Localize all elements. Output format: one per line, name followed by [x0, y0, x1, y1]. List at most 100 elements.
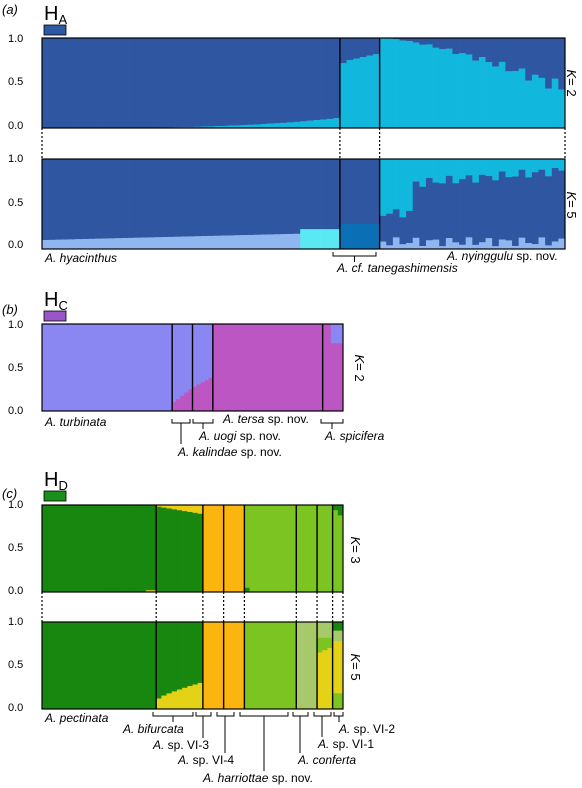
a2-bar-segment	[214, 159, 222, 236]
a2-bar-segment	[240, 235, 248, 250]
a2-bar-segment	[492, 159, 500, 181]
a2-bar-segment	[167, 159, 175, 238]
a2-bar-segment	[485, 238, 493, 250]
b-bar-segment	[314, 324, 319, 412]
c1-bar-segment	[150, 505, 157, 591]
a1-bar-segment	[233, 38, 241, 126]
b-bar-segment	[204, 380, 210, 412]
a2-bar-segment	[121, 238, 129, 250]
c2-bar-segment	[166, 622, 173, 694]
a2-bar-segment	[214, 235, 222, 250]
a2-bar-segment	[392, 237, 400, 250]
ytick-c2-05: 0.5	[8, 659, 23, 671]
a1-bar-segment	[445, 48, 453, 129]
a2-bar-segment	[42, 240, 49, 250]
a1-bar-segment	[459, 53, 467, 129]
c2-bar-segment	[291, 622, 297, 710]
a2-bar-segment	[445, 238, 453, 250]
bracket-b-kalindae	[171, 419, 191, 444]
a1-bar-segment	[452, 54, 460, 129]
c1-bar-segment	[187, 511, 193, 593]
b-bar-segment	[168, 324, 173, 412]
a2-bar-segment	[154, 237, 162, 250]
panel-b-k2-plot	[41, 323, 344, 412]
a1-bar-segment	[233, 125, 241, 129]
a1-bar-segment	[267, 38, 275, 124]
haplogroup-b-label: HC	[44, 289, 68, 313]
a1-bar-segment	[313, 38, 321, 121]
a2-bar-segment	[353, 223, 361, 250]
b-bar-segment	[50, 324, 55, 412]
a1-bar-segment	[167, 38, 175, 128]
a1-bar-segment	[525, 38, 533, 81]
haplogroup-b-swatch	[43, 310, 67, 322]
c1-bar-segment	[332, 505, 339, 511]
a2-bar-segment	[452, 242, 460, 250]
a1-bar-segment	[359, 57, 367, 129]
a2-bar-segment	[512, 176, 520, 247]
c2-bar-segment	[78, 622, 84, 710]
b-bar-segment	[302, 324, 307, 412]
c2-bar-segment	[187, 622, 193, 687]
a2-bar-segment	[240, 159, 248, 236]
b-bar-segment	[151, 324, 157, 412]
a2-bar-segment	[538, 159, 546, 170]
c2-bar-segment	[280, 622, 287, 710]
a1-bar-segment	[386, 38, 394, 129]
a2-bar-segment	[94, 238, 102, 250]
c2-bar-segment	[197, 682, 204, 710]
a2-bar-segment	[439, 183, 447, 247]
b-bar-segment	[200, 382, 206, 412]
c2-bar-segment	[327, 637, 333, 649]
taxon-b-uogi: A. uogi sp. nov.	[198, 429, 281, 443]
haplogroup-c-label: HD	[44, 469, 68, 493]
a2-bar-segment	[478, 159, 486, 175]
a2-bar-segment	[406, 159, 414, 212]
b-bar-segment	[135, 324, 140, 412]
c2-bar-segment	[332, 641, 339, 694]
a2-bar-segment	[492, 246, 500, 250]
a1-bar-segment	[406, 38, 414, 42]
c2-bar-segment	[62, 622, 69, 710]
a2-bar-segment	[174, 236, 182, 250]
c1-bar-segment	[171, 509, 178, 593]
a2-bar-segment	[465, 175, 473, 238]
a1-bar-segment	[452, 38, 460, 55]
c1-bar-segment	[254, 505, 261, 593]
a1-bar-segment	[538, 38, 546, 79]
ytick-c1-0: 0.0	[8, 585, 23, 597]
a2-bar-segment	[505, 240, 513, 250]
c2-bar-segment	[208, 622, 214, 710]
a1-bar-segment	[313, 120, 321, 129]
c1-bar-segment	[140, 505, 147, 593]
c1-bar-segment	[52, 505, 58, 593]
a2-bar-segment	[558, 170, 566, 239]
b-bar-segment	[103, 324, 108, 412]
b-bar-segment	[94, 324, 100, 412]
b-bar-segment	[204, 324, 210, 381]
c1-bar-segment	[156, 505, 162, 507]
a2-bar-segment	[313, 159, 321, 230]
c1-bar-segment	[88, 505, 95, 593]
taxon-b-spicifera: A. spicifera	[324, 429, 385, 443]
a1-bar-segment	[379, 38, 387, 129]
a1-bar-segment	[273, 123, 281, 129]
c2-bar-segment	[99, 622, 105, 710]
a2-bar-segment	[94, 159, 102, 239]
taxon-c-sp-vi1: A. sp. VI-1	[317, 737, 374, 751]
c1-bar-segment	[244, 587, 250, 593]
a2-frame	[41, 158, 566, 250]
b-bar-segment	[192, 324, 197, 387]
a1-bar-segment	[207, 38, 215, 127]
c2-bar-segment	[145, 622, 152, 710]
a1-bar-segment	[551, 78, 559, 129]
b-bar-segment	[200, 324, 206, 383]
c2-bar-segment	[234, 622, 240, 710]
a1-bar-segment	[141, 38, 149, 128]
c1-bar-segment	[322, 505, 328, 593]
b-bar-segment	[245, 324, 250, 412]
c2-bar-segment	[187, 686, 193, 710]
a2-bar-segment	[181, 236, 188, 250]
taxon-c-pectinata: A. pectinata	[44, 711, 109, 725]
c1-bar-segment	[265, 505, 271, 593]
